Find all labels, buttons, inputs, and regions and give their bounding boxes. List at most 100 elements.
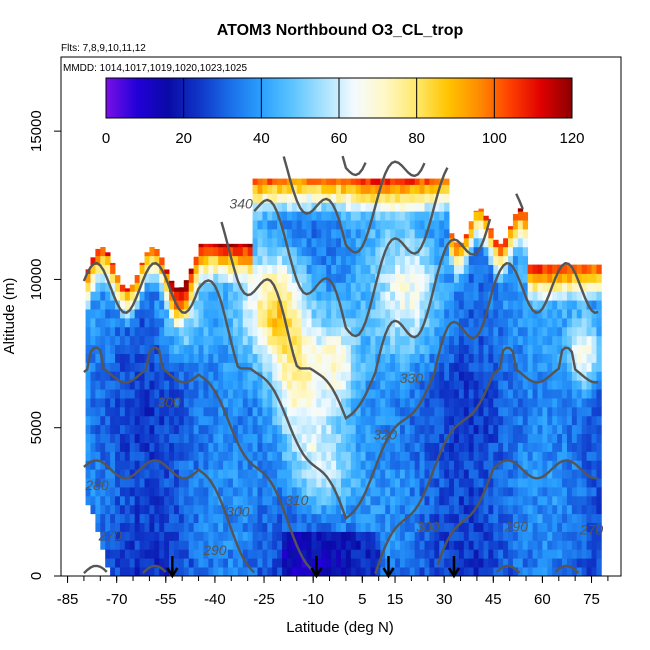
heatmap-cell (336, 300, 342, 310)
heatmap-cell (232, 540, 239, 550)
heatmap-cell (169, 380, 175, 390)
heatmap-cell (198, 344, 204, 354)
heatmap-cell (478, 451, 484, 461)
heatmap-cell (419, 255, 425, 265)
heatmap-cell (522, 451, 529, 461)
heatmap-cell (144, 380, 150, 390)
heatmap-cell (213, 344, 219, 354)
heatmap-cell (336, 237, 342, 248)
heatmap-cell (237, 264, 244, 274)
heatmap-cell (321, 487, 327, 497)
heatmap-cell (512, 540, 519, 550)
heatmap-cell (100, 424, 106, 435)
heatmap-cell (183, 549, 190, 559)
heatmap-cell (178, 451, 185, 461)
heatmap-cell (178, 558, 185, 568)
heatmap-cell (267, 558, 273, 568)
heatmap-cell (198, 398, 204, 408)
heatmap-cell (232, 300, 239, 310)
heatmap-cell (508, 380, 514, 390)
heatmap-cell (144, 273, 150, 283)
heatmap-cell (242, 460, 249, 470)
heatmap-cell (198, 264, 204, 274)
heatmap-cell (203, 433, 209, 443)
heatmap-cell (144, 487, 150, 497)
heatmap-cell (277, 460, 283, 470)
heatmap-cell (439, 522, 445, 532)
heatmap-cell (178, 460, 185, 470)
heatmap-cell (527, 522, 533, 532)
heatmap-cell (326, 531, 332, 541)
heatmap-cell (149, 362, 155, 372)
heatmap-cell (301, 442, 308, 452)
heatmap-cell (473, 513, 479, 524)
heatmap-cell (139, 522, 145, 532)
heatmap-cell (581, 300, 588, 310)
heatmap-cell (512, 549, 519, 559)
heatmap-cell (326, 178, 332, 185)
heatmap-cell (355, 255, 362, 265)
heatmap-cell (95, 522, 101, 532)
heatmap-cell (581, 326, 588, 337)
heatmap-cell (365, 344, 371, 354)
heatmap-cell (395, 406, 401, 417)
heatmap-cell (522, 237, 529, 248)
heatmap-cell (164, 335, 170, 346)
heatmap-cell (414, 549, 420, 559)
heatmap-cell (262, 353, 268, 363)
heatmap-cell (419, 540, 425, 550)
heatmap-cell (360, 326, 366, 337)
heatmap-cell (321, 211, 327, 221)
heatmap-cell (326, 317, 332, 328)
heatmap-cell (409, 558, 416, 568)
heatmap-cell (282, 531, 288, 541)
heatmap-cell (272, 362, 278, 372)
heatmap-cell (336, 549, 342, 559)
heatmap-cell (223, 380, 229, 390)
heatmap-cell (404, 442, 411, 452)
heatmap-cell (581, 264, 588, 274)
heatmap-cell (517, 362, 524, 372)
heatmap-cell (488, 451, 494, 461)
heatmap-cell (301, 282, 308, 292)
heatmap-cell (444, 178, 450, 185)
heatmap-cell (557, 460, 563, 470)
heatmap-cell (473, 264, 479, 274)
heatmap-cell (355, 178, 362, 185)
heatmap-cell (85, 433, 91, 443)
heatmap-cell (512, 531, 519, 541)
heatmap-cell (218, 433, 224, 443)
heatmap-cell (419, 504, 425, 515)
heatmap-cell (522, 495, 529, 506)
heatmap-cell (439, 220, 445, 230)
heatmap-cell (90, 398, 96, 408)
heatmap-cell (193, 451, 199, 461)
heatmap-cell (149, 504, 155, 515)
heatmap-cell (198, 309, 204, 319)
heatmap-cell (483, 567, 489, 576)
heatmap-cell (188, 380, 195, 390)
heatmap-cell (586, 398, 592, 408)
heatmap-cell (399, 264, 406, 274)
heatmap-cell (473, 451, 479, 461)
heatmap-cell (198, 326, 204, 337)
heatmap-cell (188, 522, 195, 532)
heatmap-cell (375, 433, 381, 443)
heatmap-cell (95, 513, 101, 524)
heatmap-cell (119, 398, 126, 408)
heatmap-cell (522, 264, 529, 274)
heatmap-cell (493, 558, 499, 568)
heatmap-cell (453, 389, 460, 399)
heatmap-cell (164, 415, 170, 426)
heatmap-cell (503, 567, 509, 576)
heatmap-cell (449, 487, 455, 497)
heatmap-cell (444, 371, 450, 381)
heatmap-cell (355, 362, 362, 372)
heatmap-cell (424, 264, 430, 274)
heatmap-cell (473, 291, 479, 301)
heatmap-cell (257, 478, 263, 488)
heatmap-cell (262, 398, 268, 408)
heatmap-cell (375, 469, 381, 479)
heatmap-cell (488, 460, 494, 470)
heatmap-cell (247, 398, 253, 408)
